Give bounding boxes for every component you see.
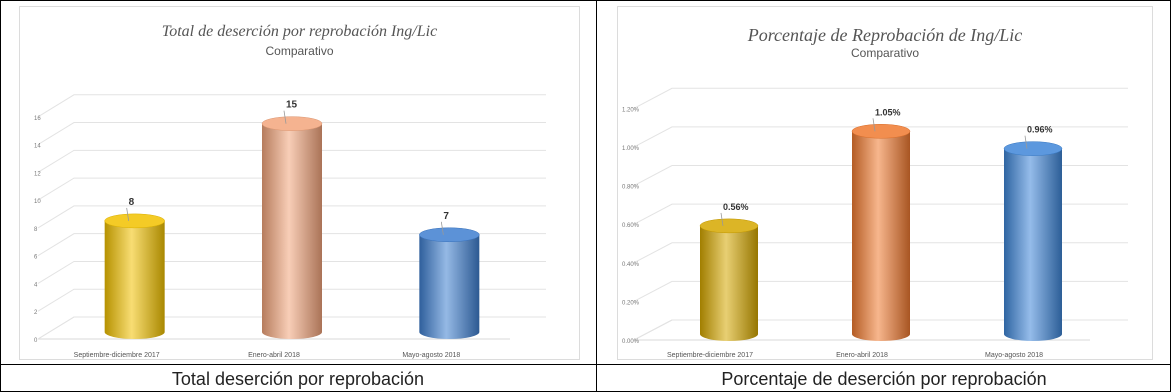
caption-total: Total deserción por reprobación bbox=[0, 366, 596, 392]
y-tick-label: 2 bbox=[34, 310, 38, 316]
bar-top bbox=[262, 117, 322, 131]
bar bbox=[105, 214, 165, 339]
bar bbox=[262, 117, 322, 339]
y-tick-label: 0 bbox=[34, 338, 38, 344]
x-tick-label: Enero-abril 2018 bbox=[248, 352, 300, 359]
y-tick-label: 10 bbox=[34, 199, 41, 205]
y-tick-label: 16 bbox=[34, 116, 41, 122]
bar bbox=[700, 219, 758, 341]
chart-total-svg: Total de deserción por reprobación Ing/L… bbox=[20, 7, 579, 359]
bar bbox=[419, 228, 479, 339]
chart-panel-total: Total de deserción por reprobación Ing/L… bbox=[19, 6, 580, 360]
data-label: 8 bbox=[129, 197, 135, 208]
bar-body bbox=[262, 124, 322, 339]
data-label: 0.96% bbox=[1027, 125, 1053, 135]
bar bbox=[852, 124, 910, 341]
y-tick-label: 6 bbox=[34, 255, 38, 261]
chart-title: Total de deserción por reprobación Ing/L… bbox=[162, 23, 437, 40]
y-tick-label: 12 bbox=[34, 171, 41, 177]
table-vertical-divider bbox=[596, 0, 597, 392]
y-tick-label: 0.60% bbox=[622, 223, 640, 229]
y-tick-label: 0.40% bbox=[622, 262, 640, 268]
caption-percentage: Porcentaje de deserción por reprobación bbox=[597, 366, 1171, 392]
gridline bbox=[634, 88, 1128, 108]
bar-top bbox=[105, 214, 165, 228]
x-tick-label: Mayo-agosto 2018 bbox=[985, 352, 1043, 359]
x-tick-label: Mayo-agosto 2018 bbox=[402, 352, 460, 359]
chart-percentage-svg: Porcentaje de Reprobación de Ing/LicComp… bbox=[618, 7, 1152, 359]
bar-body bbox=[852, 131, 910, 341]
bar-body bbox=[1004, 149, 1062, 341]
y-tick-label: 14 bbox=[34, 144, 41, 150]
y-tick-label: 0.00% bbox=[622, 339, 640, 345]
x-tick-label: Septiembre-diciembre 2017 bbox=[74, 352, 160, 359]
data-label: 1.05% bbox=[875, 107, 901, 117]
y-tick-label: 8 bbox=[34, 227, 38, 233]
bar-body bbox=[105, 221, 165, 339]
y-tick-label: 1.20% bbox=[622, 107, 640, 113]
chart-panel-percentage: Porcentaje de Reprobación de Ing/Lic Comp… bbox=[617, 6, 1153, 360]
chart-subtitle: Comparativo bbox=[265, 44, 333, 58]
table-horizontal-divider bbox=[0, 364, 1171, 365]
chart-subtitle: Comparativo bbox=[851, 46, 919, 60]
y-tick-label: 4 bbox=[34, 282, 38, 288]
x-tick-label: Enero-abril 2018 bbox=[836, 352, 888, 359]
data-label: 15 bbox=[286, 100, 298, 111]
bar-top bbox=[419, 228, 479, 242]
bar-top bbox=[700, 219, 758, 233]
bar bbox=[1004, 142, 1062, 341]
data-label: 7 bbox=[443, 211, 449, 222]
y-tick-label: 0.20% bbox=[622, 300, 640, 306]
chart-title: Porcentaje de Reprobación de Ing/Lic bbox=[747, 25, 1023, 45]
bar-body bbox=[700, 226, 758, 341]
y-tick-label: 1.00% bbox=[622, 146, 640, 152]
x-tick-label: Septiembre-diciembre 2017 bbox=[667, 352, 753, 359]
y-tick-label: 0.80% bbox=[622, 185, 640, 191]
bar-top bbox=[1004, 142, 1062, 156]
bar-top bbox=[852, 124, 910, 138]
bar-body bbox=[419, 235, 479, 339]
data-label: 0.56% bbox=[723, 202, 749, 212]
